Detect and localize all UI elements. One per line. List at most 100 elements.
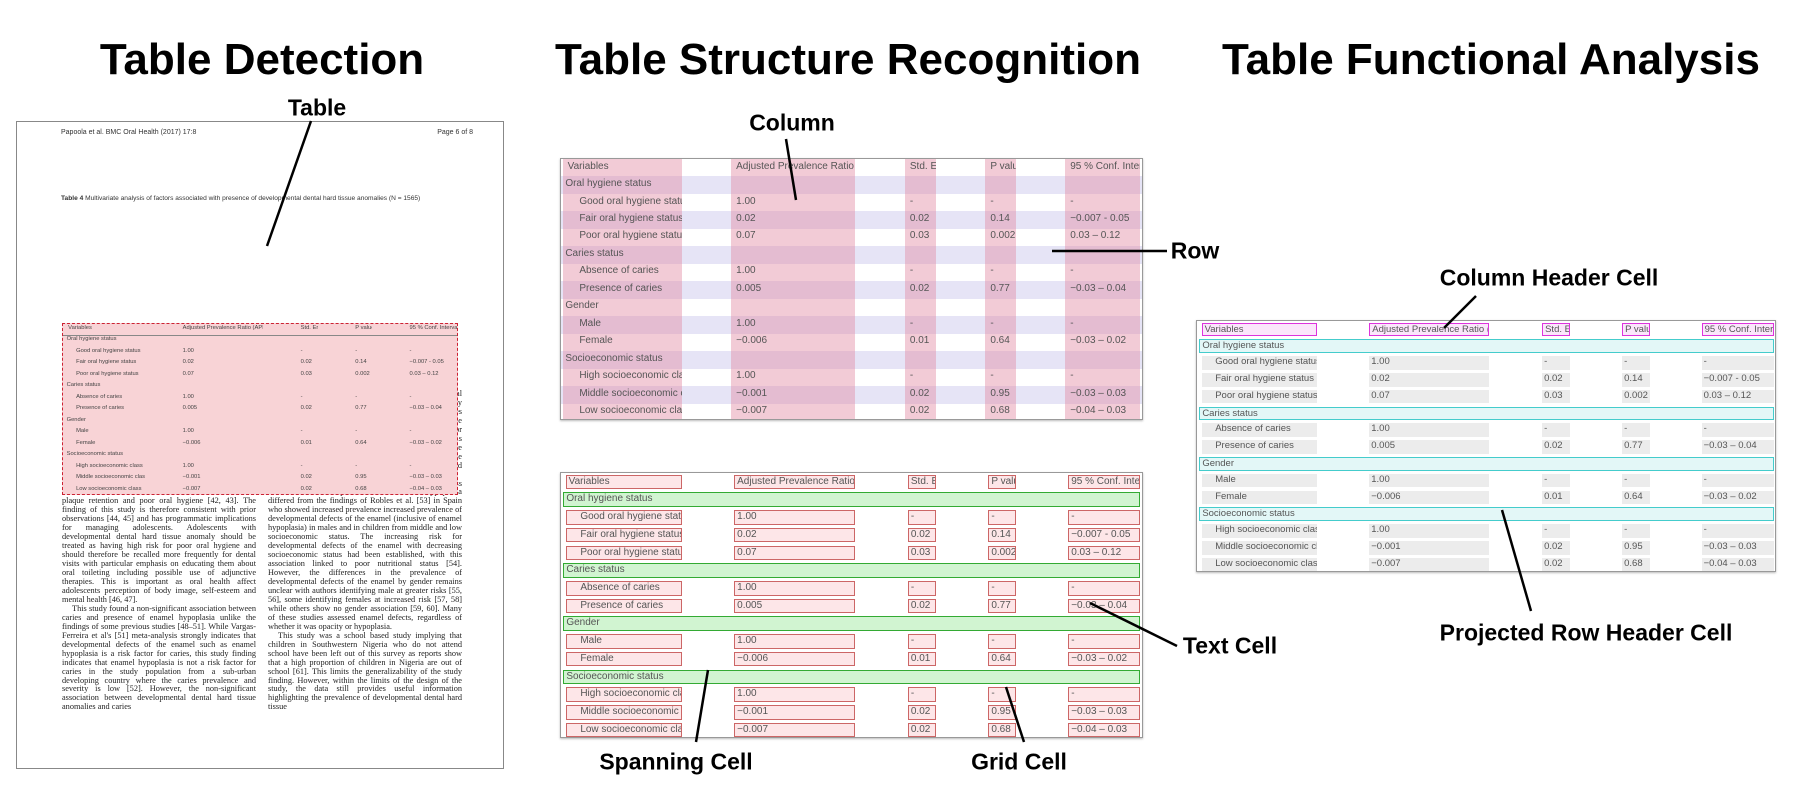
- grid-cell: −0.007 - 0.05: [1068, 527, 1141, 543]
- grid-cell: −0.03 – 0.04: [409, 405, 442, 412]
- projected-row-header-cell: Caries status: [563, 563, 1141, 578]
- grid-cell: -: [355, 462, 358, 469]
- grid-cell: 0.02: [907, 598, 936, 614]
- grid-cell: Low socioeconomic class: [579, 405, 682, 417]
- grid-cell: −0.04 – 0.03: [1070, 405, 1127, 417]
- grid-cell: 0.14: [355, 359, 367, 366]
- grid-cell: -: [988, 634, 1017, 649]
- row-band: [561, 316, 1142, 334]
- grid-cell: Male: [579, 317, 601, 329]
- grid-cell: 0.02: [907, 705, 936, 720]
- title: Table Structure Recognition: [555, 35, 1141, 84]
- grid-cell: −0.03 – 0.03: [1701, 540, 1774, 555]
- grid-cell: Female: [1201, 490, 1318, 505]
- grid-cell: -: [1068, 634, 1141, 649]
- grid-cell: 0.03 – 0.12: [409, 370, 439, 377]
- grid-cell: -: [907, 687, 936, 702]
- column-band: [1065, 159, 1141, 419]
- grid-cell: 0.95: [355, 474, 367, 481]
- grid-cell: 0.01: [909, 335, 930, 347]
- grid-cell: -: [988, 510, 1017, 525]
- grid-cell: 0.02: [909, 212, 930, 224]
- grid-cell: -: [355, 393, 358, 400]
- projected-row-header-cell: Socioeconomic status: [1199, 507, 1774, 522]
- grid-cell: 1.00: [1369, 473, 1490, 488]
- grid-cell: -: [409, 428, 412, 435]
- grid-cell: 0.07: [736, 230, 756, 242]
- grid-cell: Good oral hygiene status: [565, 510, 682, 525]
- grid-cell: −0.006: [734, 651, 855, 667]
- grid-cell: -: [1070, 317, 1074, 329]
- projected-row-header-cell: Gender: [563, 616, 1141, 631]
- grid-cell: −0.001: [1369, 540, 1490, 555]
- grid-cell: 0.005: [1369, 440, 1490, 454]
- grid-cell: Poor oral hygiene status: [565, 545, 682, 561]
- grid-cell: -: [300, 347, 303, 354]
- column-header-cell: Variables: [565, 474, 682, 490]
- column-band: [731, 159, 855, 419]
- annotation-label: Column Header Cell: [1439, 264, 1659, 291]
- grid-cell: −0.007: [736, 405, 768, 417]
- table-cells: Variables Adjusted Prevalence Ratio (APR)…: [560, 472, 1143, 738]
- grid-cell: Good oral hygiene status: [579, 195, 682, 207]
- grid-cell: −0.04 – 0.03: [409, 485, 442, 492]
- grid-cell: Fair oral hygiene status: [76, 359, 137, 366]
- column-header-cell: Variables: [1201, 322, 1318, 337]
- grid-cell: Fair oral hygiene status: [565, 527, 682, 543]
- grid-cell: −0.006: [1369, 490, 1490, 505]
- grid-cell: -: [1622, 473, 1650, 488]
- grid-cell: −0.001: [734, 705, 855, 720]
- grid-cell: Middle socioeconomic class: [565, 705, 682, 720]
- column-header-cell: Adjusted Prevalence Ratio (APR): [182, 325, 263, 332]
- annotation-label: Spanning Cell: [599, 748, 753, 775]
- grid-cell: 1.00: [734, 687, 855, 702]
- grid-cell: −0.04 – 0.03: [1068, 722, 1141, 738]
- grid-cell: −0.007: [182, 485, 201, 492]
- column-header-cell: Std. Err: [909, 160, 936, 172]
- annotation-label: Projected Row Header Cell: [1439, 619, 1733, 646]
- grid-cell: −0.006: [736, 335, 768, 347]
- grid-cell: 0.77: [1622, 440, 1650, 454]
- grid-cell: −0.007 - 0.05: [409, 359, 444, 366]
- caption-text: Multivariate analysis of factors associa…: [85, 195, 421, 202]
- grid-cell: 0.64: [990, 335, 1010, 347]
- grid-cell: High socioeconomic class: [1201, 524, 1318, 538]
- grid-cell: −0.03 – 0.04: [1068, 598, 1141, 614]
- grid-cell: −0.03 – 0.03: [1070, 387, 1127, 399]
- grid-cell: -: [1622, 423, 1650, 438]
- table-structure: Variables Adjusted Prevalence Ratio (APR)…: [560, 158, 1143, 420]
- grid-cell: -: [909, 195, 914, 207]
- grid-cell: 0.01: [1542, 490, 1570, 505]
- grid-cell: 1.00: [734, 634, 855, 649]
- grid-cell: 0.02: [300, 485, 312, 492]
- grid-cell: -: [300, 393, 303, 400]
- grid-cell: −0.007: [734, 722, 855, 738]
- grid-cell: 1.00: [1369, 356, 1490, 370]
- column-band: [904, 159, 936, 419]
- grid-cell: 0.02: [300, 474, 312, 481]
- grid-cell: Presence of caries: [76, 405, 125, 412]
- grid-cell: 0.02: [734, 527, 855, 543]
- projected-row-header-cell: Oral hygiene status: [66, 336, 117, 343]
- grid-cell: -: [1542, 356, 1570, 370]
- grid-cell: Poor oral hygiene status: [579, 230, 682, 242]
- grid-cell: -: [1070, 265, 1074, 277]
- table-caption: Table 4 Multivariate analysis of factors…: [61, 195, 420, 202]
- annotation-label: Column: [749, 109, 835, 136]
- grid-cell: High socioeconomic class: [76, 462, 143, 469]
- grid-cell: −0.03 – 0.02: [1068, 651, 1141, 667]
- grid-cell: -: [990, 370, 994, 382]
- grid-cell: -: [907, 580, 936, 596]
- grid-cell: -: [1542, 524, 1570, 538]
- grid-cell: 1.00: [1369, 423, 1490, 438]
- grid-cell: 0.77: [990, 282, 1010, 294]
- grid-cell: Middle socioeconomic class: [76, 474, 145, 481]
- table-doc: Variables Adjusted Prevalence Ratio (APR)…: [62, 323, 458, 495]
- grid-cell: 0.68: [990, 405, 1010, 417]
- grid-cell: -: [1068, 510, 1141, 525]
- grid-cell: −0.007: [1369, 557, 1490, 572]
- grid-cell: -: [1701, 423, 1774, 438]
- column-header-cell: Std. Err: [907, 474, 936, 490]
- grid-cell: -: [988, 580, 1017, 596]
